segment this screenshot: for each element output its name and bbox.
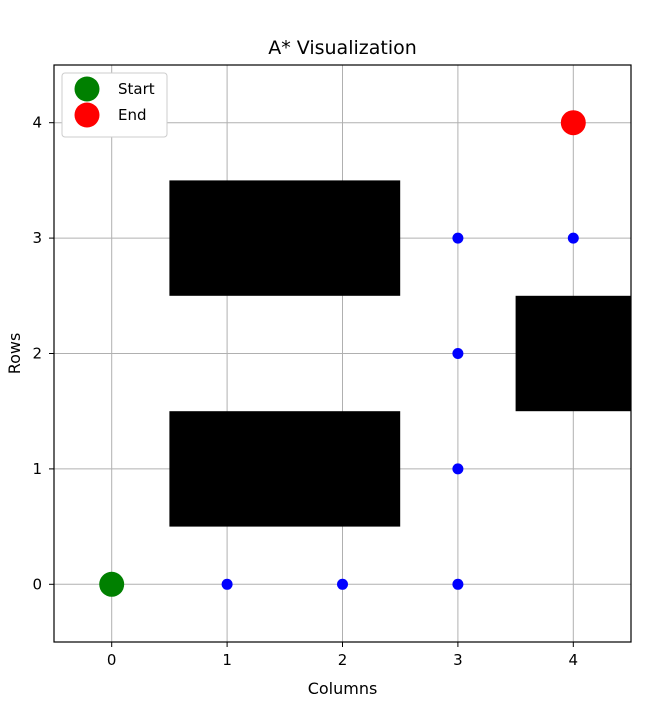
- y-tick-label: 0: [32, 575, 42, 593]
- x-tick-label: 2: [338, 651, 348, 669]
- end-marker: [560, 110, 586, 136]
- x-tick-label: 1: [222, 651, 232, 669]
- start-marker: [99, 571, 125, 597]
- y-tick-label: 3: [32, 229, 42, 247]
- path-point: [221, 578, 233, 590]
- obstacles: [169, 180, 631, 527]
- y-axis-label: Rows: [5, 333, 24, 375]
- legend: Start End: [61, 72, 168, 138]
- path-point: [452, 232, 464, 244]
- path-point: [567, 232, 579, 244]
- obstacle-block: [169, 411, 401, 527]
- chart-title: A* Visualization: [268, 37, 417, 59]
- start-end-markers: [99, 110, 586, 597]
- legend-swatch: [74, 102, 100, 128]
- x-tick-label: 0: [107, 651, 117, 669]
- legend-label: Start: [118, 80, 155, 98]
- obstacle-block: [169, 180, 401, 296]
- path-point: [452, 463, 464, 475]
- obstacle-block: [515, 295, 631, 412]
- legend-swatch: [74, 76, 100, 102]
- axis-ticks: 0 1 2 3 4 0 1 2 3 4: [32, 114, 578, 669]
- y-tick-label: 1: [32, 460, 42, 478]
- x-tick-label: 3: [453, 651, 463, 669]
- path-point: [452, 348, 464, 359]
- path-points: [221, 232, 579, 590]
- y-tick-label: 4: [32, 114, 42, 132]
- legend-label: End: [118, 106, 147, 124]
- x-tick-label: 4: [569, 651, 579, 669]
- path-point: [452, 578, 464, 590]
- path-point: [337, 578, 348, 590]
- x-axis-label: Columns: [308, 679, 378, 698]
- y-tick-label: 2: [32, 345, 42, 363]
